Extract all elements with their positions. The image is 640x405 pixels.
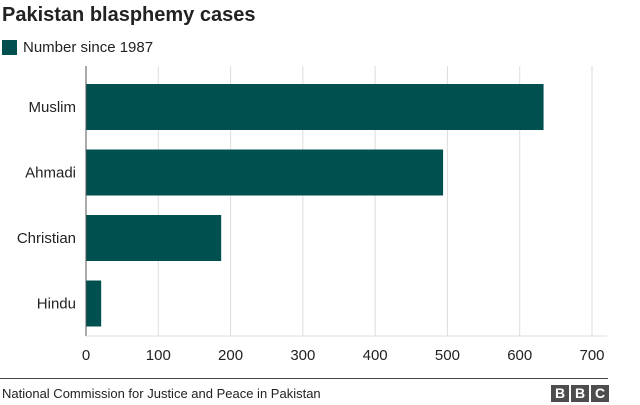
legend-label: Number since 1987 xyxy=(23,38,154,56)
x-tick-label: 600 xyxy=(507,347,532,364)
legend-swatch xyxy=(2,39,17,55)
bar-chart: Muslim Ahmadi Christian Hindu 0 100 200 300 400 5… xyxy=(17,66,607,364)
chart-title: Pakistan blasphemy cases xyxy=(2,4,256,26)
x-tick-label: 300 xyxy=(290,347,315,364)
x-tick-label: 100 xyxy=(146,347,171,364)
bbc-logo-letter: C xyxy=(591,385,609,402)
category-label: Hindu xyxy=(37,296,76,313)
bbc-logo-letter: B xyxy=(551,385,569,402)
bar xyxy=(86,280,102,327)
x-tick-label: 200 xyxy=(218,347,243,364)
bbc-logo-letter: B xyxy=(571,385,589,402)
bar xyxy=(86,84,544,130)
bar xyxy=(86,215,222,261)
footer-divider xyxy=(0,378,608,379)
category-label: Ahmadi xyxy=(25,165,76,182)
x-tick-label: 0 xyxy=(82,347,90,364)
source-note: National Commission for Justice and Peac… xyxy=(2,386,321,401)
category-label: Christian xyxy=(17,230,76,247)
category-label: Muslim xyxy=(29,99,77,116)
bbc-logo: B B C xyxy=(551,385,609,402)
x-tick-label: 400 xyxy=(363,347,388,364)
legend: Number since 1987 xyxy=(2,38,153,56)
x-tick-label: 500 xyxy=(435,347,460,364)
bar xyxy=(86,149,444,196)
x-tick-label: 700 xyxy=(579,347,604,364)
